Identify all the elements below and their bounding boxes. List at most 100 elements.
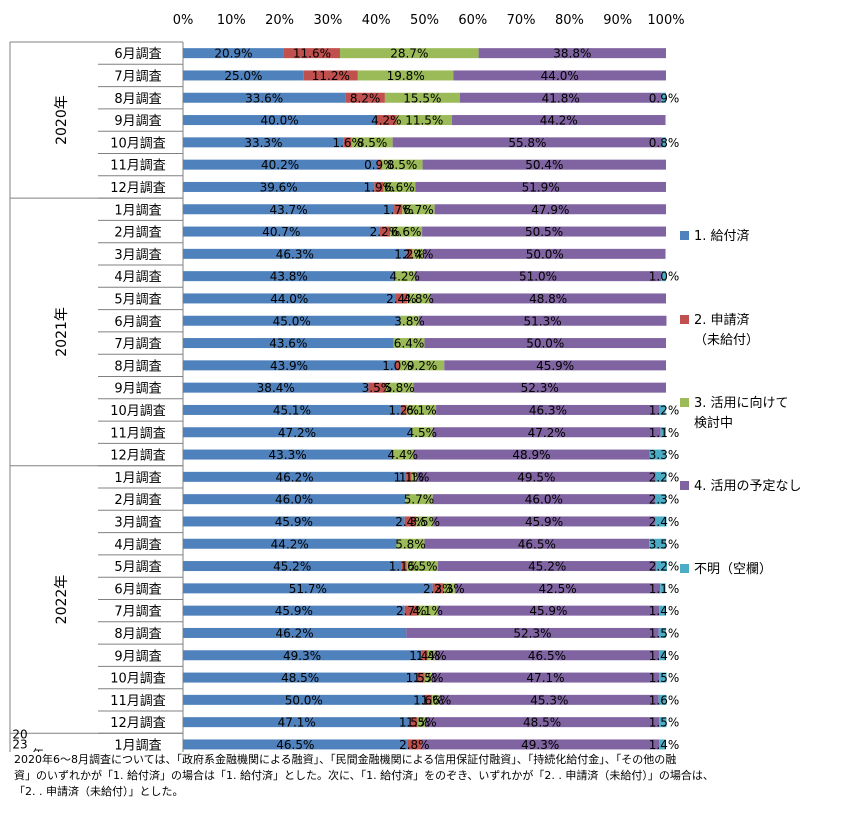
data-label: 2.3% bbox=[423, 582, 454, 596]
bar-segment bbox=[402, 204, 435, 215]
data-label: 0.9% bbox=[649, 91, 680, 105]
legend-item-applied: 2. 申請済 （未給付） bbox=[680, 311, 759, 351]
bar-segment bbox=[183, 605, 405, 616]
data-label: 48.5% bbox=[523, 716, 561, 730]
bar-segment bbox=[357, 70, 454, 81]
legend-label-no-plan: 4. 活用の予定なし bbox=[694, 479, 802, 494]
footnote-line: 2020年6～8月調査については、「政府系金融機関による融資」、「民間金融機関に… bbox=[14, 753, 677, 766]
data-label: 39.6% bbox=[260, 180, 298, 194]
bar-segment bbox=[414, 271, 662, 282]
year-group-label: 2022年 bbox=[54, 575, 70, 625]
bar-segment bbox=[413, 449, 650, 460]
bar-segment bbox=[183, 92, 346, 103]
bar-segment bbox=[661, 271, 666, 282]
bar-segment bbox=[183, 627, 407, 638]
footnote-line: 資」のいずれかが「1. 給付済」の場合は「1. 給付済」とした。次に、「1. 給… bbox=[14, 769, 714, 782]
bar-segment bbox=[183, 717, 411, 728]
data-label: 1.4% bbox=[649, 738, 680, 752]
bar-segment bbox=[343, 137, 352, 148]
bar-segment bbox=[424, 248, 666, 259]
data-label: 8.2% bbox=[350, 91, 381, 105]
bar-segment bbox=[424, 338, 666, 349]
data-label: 52.3% bbox=[513, 626, 551, 640]
bar-segment bbox=[183, 181, 375, 192]
data-label: 4.1% bbox=[412, 604, 443, 618]
data-label: 1.6% bbox=[421, 693, 452, 707]
bar-segment bbox=[649, 449, 666, 460]
data-label: 47.2% bbox=[528, 426, 566, 440]
data-label: 3.8% bbox=[394, 314, 425, 328]
bar-segment bbox=[422, 226, 666, 237]
bar-segment bbox=[183, 70, 304, 81]
category-label: 11月調査 bbox=[110, 426, 166, 441]
bar-segment bbox=[384, 92, 460, 103]
data-label: 43.3% bbox=[269, 448, 307, 462]
year-group-label: 2020年 bbox=[54, 95, 70, 145]
category-label: 4月調査 bbox=[114, 538, 161, 553]
bar-segment bbox=[183, 516, 405, 527]
data-label: 1.2% bbox=[388, 403, 419, 417]
footnote-line: 「2. . 申請済（未給付）」とした。 bbox=[14, 785, 184, 798]
x-tick-label: 100% bbox=[647, 13, 684, 28]
bar-segment bbox=[478, 48, 666, 59]
bar-segment bbox=[183, 382, 369, 393]
bar-segment bbox=[404, 516, 417, 527]
category-label: 11月調査 bbox=[110, 694, 166, 709]
data-label: 1.0% bbox=[382, 359, 413, 373]
bar-segment bbox=[376, 115, 397, 126]
data-label: 47.2% bbox=[278, 426, 316, 440]
bar-segment bbox=[439, 694, 659, 705]
bar-segment bbox=[183, 427, 411, 438]
data-label: 51.3% bbox=[524, 314, 562, 328]
data-label: 45.9% bbox=[525, 515, 563, 529]
bar-segment bbox=[394, 204, 403, 215]
bar-segment bbox=[183, 583, 433, 594]
x-tick-label: 70% bbox=[507, 13, 536, 28]
category-label: 3月調査 bbox=[114, 248, 161, 263]
data-label: 6.5% bbox=[407, 560, 438, 574]
bar-segment bbox=[658, 694, 667, 705]
data-label: 4.4% bbox=[388, 448, 419, 462]
bar-segment bbox=[183, 494, 406, 505]
bar-segment bbox=[417, 605, 438, 616]
bar-segment bbox=[394, 271, 415, 282]
data-label: 50.4% bbox=[525, 158, 563, 172]
bar-segment bbox=[424, 538, 650, 549]
bar-segment bbox=[658, 627, 666, 638]
bar-segment bbox=[432, 494, 655, 505]
bar-segment bbox=[437, 605, 660, 616]
data-label: 2.4% bbox=[403, 247, 434, 261]
data-label: 43.9% bbox=[270, 359, 308, 373]
data-label: 38.4% bbox=[257, 381, 295, 395]
bar-segment bbox=[444, 360, 666, 371]
bar-segment bbox=[351, 137, 393, 148]
data-label: 33.3% bbox=[244, 136, 282, 150]
legend: 1. 給付済 bbox=[680, 227, 750, 247]
data-label: 2.2% bbox=[370, 225, 401, 239]
data-label: 3.5% bbox=[409, 515, 440, 529]
x-tick-label: 40% bbox=[362, 13, 391, 28]
bar-segment bbox=[390, 226, 423, 237]
data-label: 46.0% bbox=[525, 493, 563, 507]
data-label: 45.9% bbox=[275, 515, 313, 529]
data-label: 43.7% bbox=[269, 203, 307, 217]
data-label: 50.0% bbox=[526, 247, 564, 261]
bar-segment bbox=[443, 583, 455, 594]
bar-segment bbox=[405, 494, 433, 505]
x-tick-label: 30% bbox=[313, 13, 342, 28]
bar-segment bbox=[417, 672, 425, 683]
data-label: 45.1% bbox=[273, 403, 311, 417]
bar-segment bbox=[396, 115, 453, 126]
chart-canvas: 0% 10% 20% 30% 40% 50% 60% 70% 80% 90% 100% 6月調査 7月調… bbox=[9, 13, 685, 752]
category-label: 2月調査 bbox=[114, 493, 161, 508]
data-label: 1.5% bbox=[649, 716, 680, 730]
bar-segment bbox=[368, 382, 386, 393]
bar-segment bbox=[453, 70, 666, 81]
data-label: 1.5% bbox=[406, 671, 437, 685]
bar-segment bbox=[662, 137, 666, 148]
bar-segment bbox=[183, 404, 401, 415]
bar-segment bbox=[407, 739, 422, 750]
bar-segment bbox=[183, 561, 402, 572]
data-label: 2.4% bbox=[386, 292, 417, 306]
legend-item-paid: 1. 給付済 bbox=[680, 227, 750, 247]
